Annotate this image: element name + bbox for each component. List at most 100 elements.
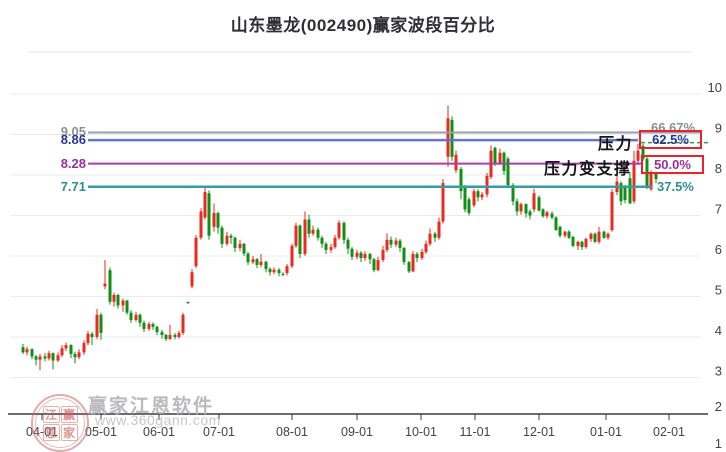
candle-body bbox=[121, 300, 125, 306]
candle-body bbox=[264, 261, 268, 269]
y-axis-label: 6 bbox=[715, 242, 722, 257]
seal-char-1: 江 bbox=[42, 405, 60, 423]
y-axis-label: 5 bbox=[715, 283, 722, 298]
candle-body bbox=[21, 347, 25, 353]
x-axis-label: 07-01 bbox=[203, 425, 235, 439]
candle-body bbox=[398, 240, 402, 248]
candle-body bbox=[160, 332, 164, 335]
candle-body bbox=[194, 237, 198, 267]
x-axis-label: 08-01 bbox=[276, 425, 308, 439]
candle-body bbox=[173, 334, 177, 337]
candle-body bbox=[316, 229, 320, 238]
candle-body bbox=[320, 237, 324, 244]
candle-body bbox=[207, 193, 211, 236]
candle-body bbox=[255, 259, 259, 265]
candle-body bbox=[467, 199, 471, 214]
level-price-8-28: 8.28 bbox=[60, 155, 86, 171]
y-axis-label: 1 bbox=[715, 436, 722, 450]
candle-body bbox=[428, 233, 432, 244]
candle-body bbox=[64, 345, 68, 349]
candle-body bbox=[199, 211, 203, 238]
candle-body bbox=[433, 233, 437, 238]
level-pct-50-0: 50.0% bbox=[654, 156, 691, 172]
candle-body bbox=[216, 213, 220, 228]
candle-body bbox=[359, 252, 363, 259]
candle-body bbox=[511, 185, 515, 202]
candle-body bbox=[281, 273, 285, 275]
candle-body bbox=[177, 332, 181, 337]
candle-body bbox=[116, 294, 120, 306]
pressure-label: 压力 bbox=[598, 136, 634, 154]
candle-body bbox=[99, 314, 103, 333]
candle-body bbox=[597, 231, 601, 242]
candle-body bbox=[51, 353, 55, 361]
candle-body bbox=[164, 334, 168, 340]
candle-body bbox=[563, 231, 567, 236]
candle-body bbox=[155, 326, 159, 333]
candle-body bbox=[77, 352, 81, 358]
candle-body bbox=[394, 240, 398, 245]
candle-body bbox=[519, 204, 523, 212]
candle-body bbox=[589, 233, 593, 239]
y-axis-label: 7 bbox=[715, 202, 722, 217]
candle-body bbox=[641, 145, 645, 159]
level-price-8-86: 8.86 bbox=[60, 132, 86, 148]
candle-body bbox=[60, 348, 64, 356]
candle-body bbox=[190, 272, 194, 287]
candle-body bbox=[346, 239, 350, 249]
candle-body bbox=[476, 191, 480, 198]
x-axis-label: 05-01 bbox=[85, 425, 117, 439]
candle-body bbox=[528, 211, 532, 216]
level-pct-37-5: 37.5% bbox=[657, 178, 694, 194]
candle-body bbox=[446, 118, 450, 157]
candle-body bbox=[437, 221, 441, 238]
candle-body bbox=[233, 237, 237, 248]
candle-body bbox=[554, 217, 558, 231]
candle-body bbox=[285, 266, 289, 274]
candle-body bbox=[108, 270, 112, 302]
candle-body bbox=[628, 178, 632, 204]
candle-body bbox=[610, 192, 614, 231]
candle-body bbox=[420, 251, 424, 259]
y-axis-label: 9 bbox=[715, 121, 722, 136]
candle-body bbox=[576, 241, 580, 246]
candle-body bbox=[515, 201, 519, 212]
candle-body bbox=[385, 239, 389, 250]
candle-body bbox=[493, 147, 497, 163]
pressure-support-label: 压力变支撑 bbox=[544, 160, 632, 178]
candle-body bbox=[259, 261, 263, 265]
candle-body bbox=[86, 333, 90, 344]
candle-body bbox=[376, 260, 380, 271]
candle-body bbox=[524, 204, 528, 214]
candle-body bbox=[623, 187, 627, 201]
level-pct-62-5: 62.5% bbox=[652, 132, 689, 148]
candle-body bbox=[649, 172, 653, 190]
brand-watermark: 赢家江恩软件 bbox=[88, 396, 215, 417]
y-axis-label: 10 bbox=[708, 80, 722, 95]
candle-body bbox=[532, 193, 536, 210]
candle-body bbox=[277, 269, 281, 274]
candle-body bbox=[151, 324, 155, 327]
candle-body bbox=[181, 314, 185, 333]
gann-seal-characters: 江 赢 恩 家 bbox=[35, 398, 85, 448]
candle-body bbox=[251, 259, 255, 263]
candle-body bbox=[220, 227, 224, 244]
candle-body bbox=[424, 243, 428, 252]
seal-char-2: 赢 bbox=[60, 405, 78, 423]
candle-body bbox=[272, 269, 276, 273]
candle-body bbox=[498, 152, 502, 163]
candle-body bbox=[381, 249, 385, 261]
candle-body bbox=[402, 247, 406, 263]
candle-body bbox=[411, 253, 415, 272]
candle-body bbox=[294, 225, 298, 246]
candle-body bbox=[290, 245, 294, 267]
candle-body bbox=[324, 243, 328, 250]
seal-char-4: 家 bbox=[60, 423, 78, 441]
candle-body bbox=[602, 231, 606, 238]
candle-body bbox=[246, 253, 250, 263]
candle-body bbox=[203, 192, 207, 218]
x-axis-label: 11-01 bbox=[459, 425, 490, 439]
candle-body bbox=[606, 233, 610, 238]
x-axis-label: 01-01 bbox=[590, 425, 622, 439]
candle-body bbox=[186, 302, 190, 304]
